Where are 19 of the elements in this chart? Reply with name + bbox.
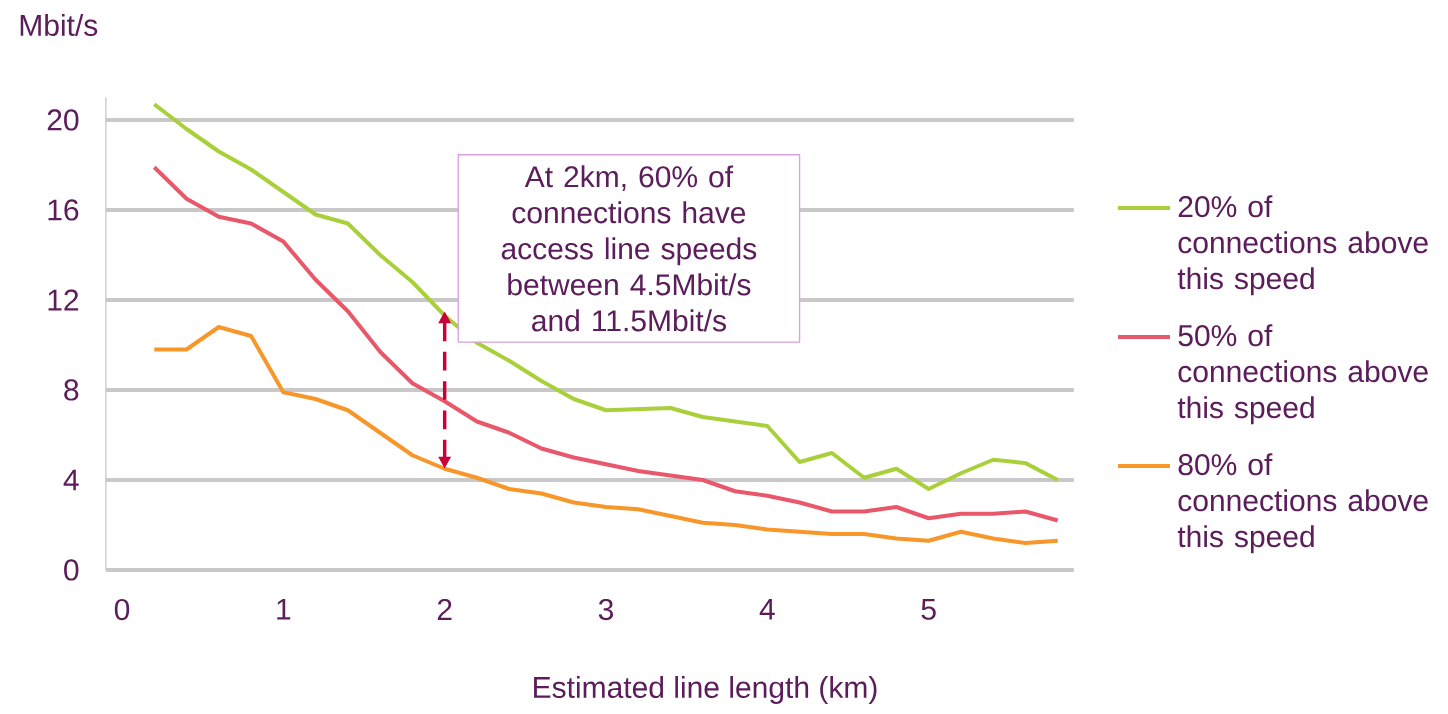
- x-tick-label: 0: [114, 598, 130, 621]
- y-tick-label: 4: [63, 469, 79, 491]
- x-tick-label: 2: [437, 598, 452, 620]
- y-tick-label: 20: [47, 109, 79, 131]
- y-tick-label: 12: [48, 289, 79, 311]
- legend-label: 20% of connections above this speed: [1177, 195, 1428, 296]
- legend-label: 80% of connections above this speed: [1177, 453, 1428, 554]
- y-tick-label: 0: [64, 559, 79, 581]
- y-tick-label: 8: [64, 379, 79, 401]
- legend-label: 50% of connections above this speed: [1177, 324, 1428, 425]
- x-tick-label: 5: [921, 598, 936, 620]
- x-axis-title: Estimated line length (km): [534, 676, 877, 704]
- x-tick-label: 3: [598, 598, 614, 621]
- x-tick-label: 1: [277, 598, 291, 620]
- line-series: [152, 165, 1060, 523]
- y-tick-label: 16: [48, 199, 79, 221]
- y-axis-title: Mbit/s: [20, 13, 98, 37]
- x-tick-label: 4: [759, 598, 775, 620]
- annotation: At 2km, 60% of connections have access line speeds between 4.5Mbit/s and 11.5Mbit/s: [501, 165, 757, 332]
